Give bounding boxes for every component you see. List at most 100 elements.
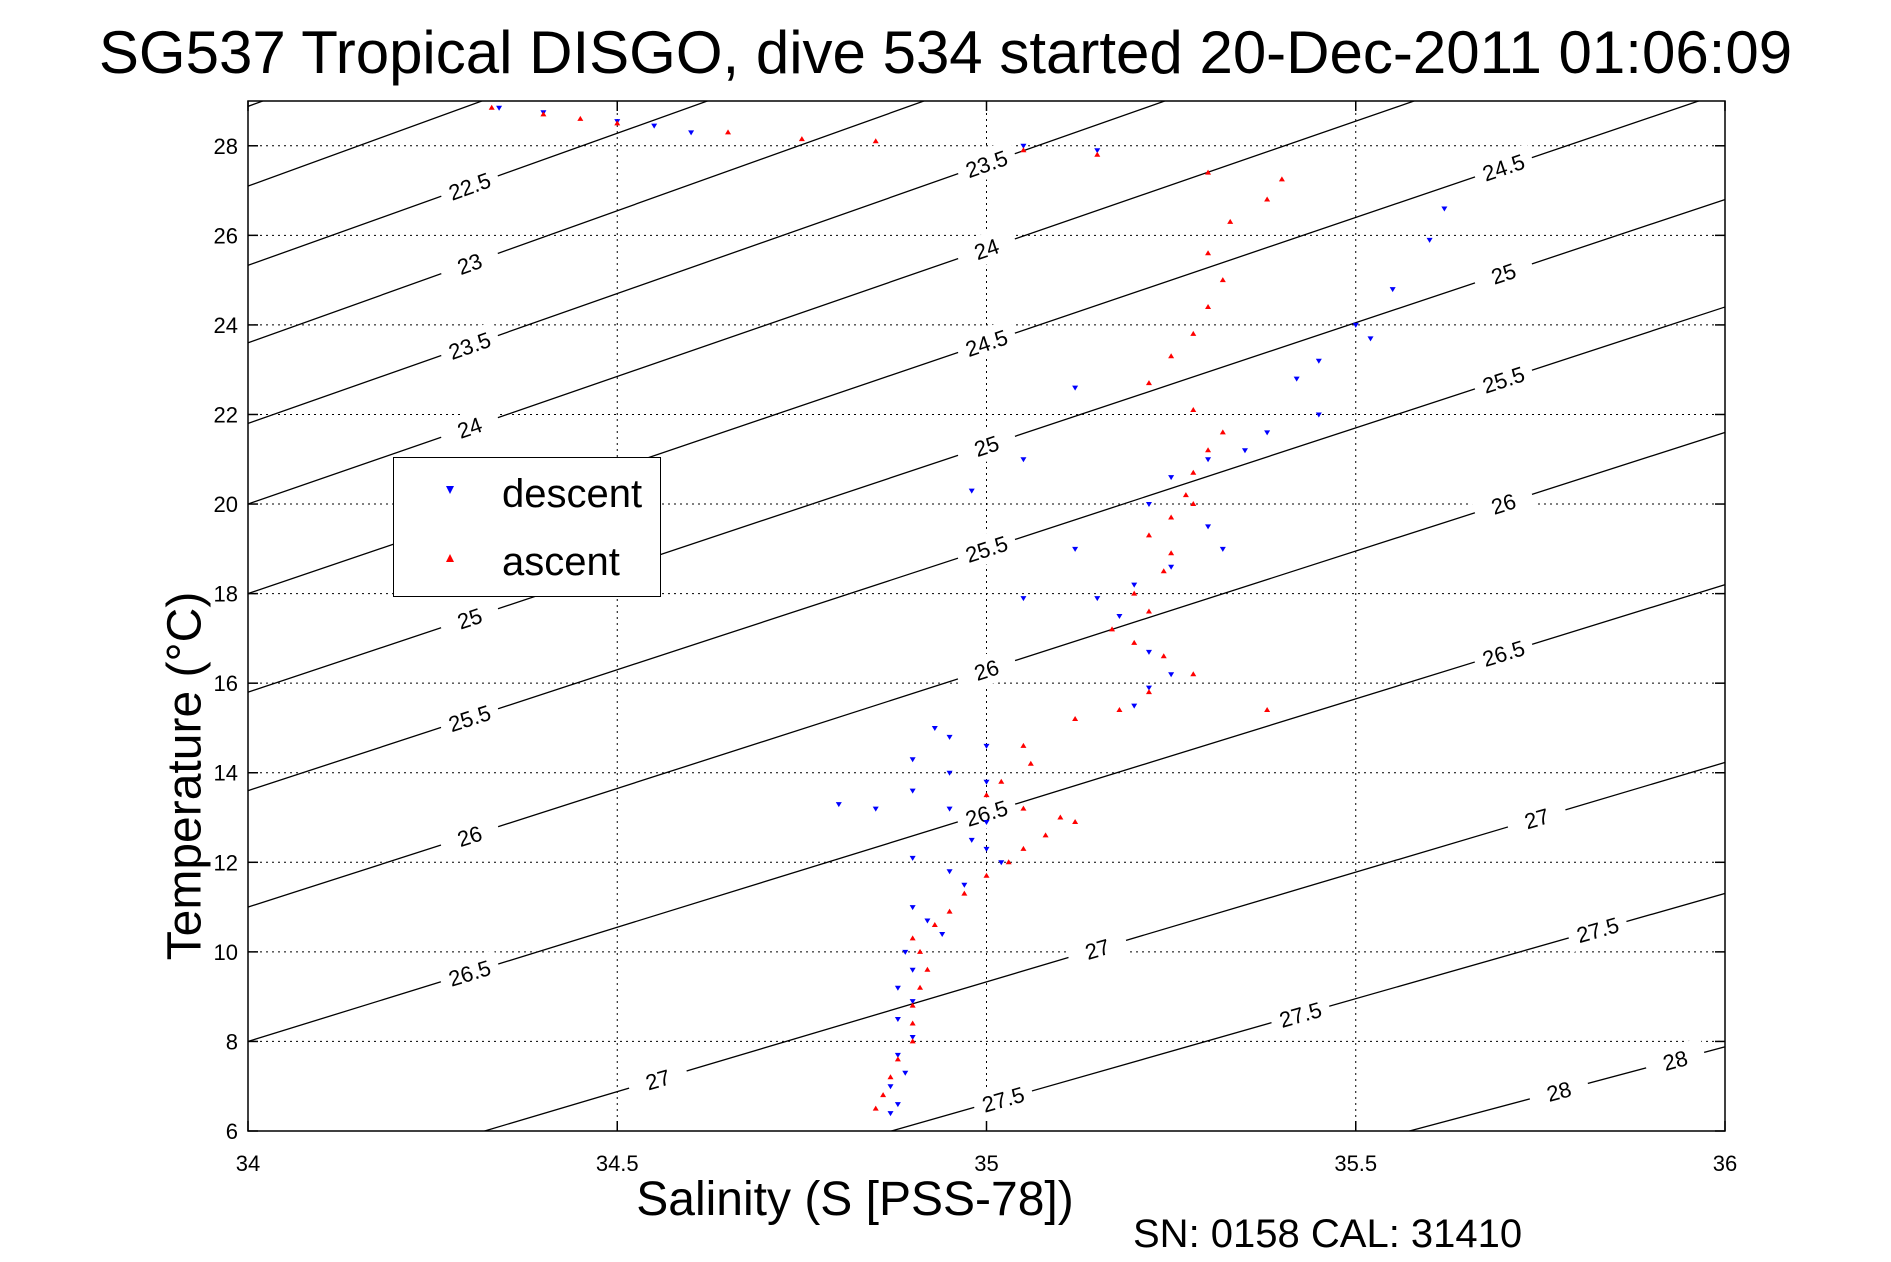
ascent-point bbox=[872, 1105, 879, 1111]
descent-point bbox=[909, 757, 916, 763]
y-tick-label: 6 bbox=[226, 1119, 238, 1144]
descent-point bbox=[909, 967, 916, 973]
y-axis-label: Temperature (°C) bbox=[158, 591, 212, 961]
descent-point bbox=[924, 918, 931, 924]
ascent-point bbox=[1168, 353, 1175, 359]
ascent-point bbox=[946, 908, 953, 914]
descent-point bbox=[939, 931, 946, 937]
isopycnal-label: 27.5 bbox=[1574, 912, 1622, 948]
isopycnal-label: 27.5 bbox=[1276, 997, 1324, 1033]
ascent-point bbox=[1020, 742, 1027, 748]
descent-point bbox=[1441, 206, 1448, 212]
descent-point bbox=[1367, 336, 1374, 342]
legend-label-descent: descent bbox=[502, 472, 643, 516]
descent-point bbox=[931, 725, 938, 731]
ascent-point bbox=[1264, 196, 1271, 202]
legend-item-ascent: ascent bbox=[394, 532, 660, 592]
isopycnal-label-bg bbox=[1525, 1068, 1592, 1114]
descent-point bbox=[835, 802, 842, 808]
grid-lines bbox=[248, 101, 1725, 1132]
ascent-point bbox=[931, 922, 938, 927]
ascent-point bbox=[1205, 250, 1212, 256]
descent-point bbox=[946, 734, 953, 740]
descent-point bbox=[688, 130, 695, 136]
descent-point bbox=[496, 105, 503, 111]
ascent-point bbox=[1278, 176, 1285, 182]
descent-point bbox=[887, 1111, 894, 1117]
descent-point bbox=[1131, 703, 1138, 709]
down-triangle-marker-icon bbox=[446, 486, 454, 494]
descent-point bbox=[872, 806, 879, 812]
ascent-point bbox=[1072, 716, 1079, 721]
descent-point bbox=[1389, 287, 1396, 293]
descent-point bbox=[909, 855, 916, 861]
descent-point bbox=[909, 905, 916, 911]
isopycnal-label-bg bbox=[436, 694, 503, 742]
descent-point bbox=[1205, 457, 1212, 463]
data-series bbox=[488, 104, 1448, 1117]
ascent-point bbox=[1145, 380, 1152, 386]
descent-point bbox=[1020, 457, 1027, 463]
isopycnal-label-bg bbox=[953, 139, 1020, 188]
descent-point bbox=[894, 1102, 901, 1108]
descent-point bbox=[1315, 358, 1322, 364]
descent-point bbox=[983, 846, 990, 852]
ascent-point bbox=[540, 111, 547, 117]
y-tick-label: 20 bbox=[214, 492, 238, 517]
ascent-point bbox=[488, 104, 495, 110]
ascent-point bbox=[614, 120, 621, 126]
descent-point bbox=[946, 869, 953, 875]
ascent-point bbox=[1042, 832, 1049, 838]
ascent-point bbox=[725, 129, 732, 135]
isopycnal-label-bg bbox=[1503, 795, 1570, 842]
descent-point bbox=[968, 488, 975, 494]
isopycnal-label: 26.5 bbox=[446, 955, 494, 992]
ascent-point bbox=[909, 1020, 916, 1026]
isopycnal-label: 26.5 bbox=[1479, 635, 1527, 672]
isopycnal-line bbox=[248, 101, 710, 267]
y-tick-label: 22 bbox=[214, 402, 238, 427]
isopycnal-label-bg bbox=[436, 949, 503, 997]
isopycnal-label-bg bbox=[953, 318, 1020, 367]
descent-point bbox=[1168, 672, 1175, 678]
ascent-point bbox=[1190, 671, 1197, 677]
ascent-point bbox=[887, 1074, 894, 1080]
ascent-point bbox=[1264, 707, 1271, 713]
descent-point bbox=[1219, 546, 1226, 552]
ascent-point bbox=[1168, 550, 1175, 556]
ascent-point bbox=[577, 115, 584, 121]
isopycnal-line bbox=[248, 101, 926, 344]
descent-point bbox=[909, 999, 916, 1005]
y-tick-label: 24 bbox=[214, 313, 238, 338]
descent-point bbox=[1352, 322, 1359, 328]
isopycnal-label-bg bbox=[436, 403, 503, 452]
ascent-point bbox=[1131, 590, 1138, 596]
descent-point bbox=[998, 860, 1005, 866]
ascent-point bbox=[1219, 429, 1226, 435]
descent-point bbox=[1241, 448, 1248, 454]
ascent-point bbox=[998, 778, 1005, 784]
isopycnal-label-bg bbox=[1470, 355, 1537, 404]
isopycnal-label-bg bbox=[953, 422, 1020, 470]
y-tick-label: 16 bbox=[214, 671, 238, 696]
ascent-point bbox=[1190, 469, 1197, 475]
ascent-point bbox=[1005, 859, 1012, 865]
legend: descent ascent bbox=[393, 457, 661, 597]
isopycnal-label-bg bbox=[953, 646, 1020, 694]
ascent-point bbox=[872, 138, 879, 144]
ascent-point bbox=[1190, 407, 1197, 412]
descent-point bbox=[887, 1084, 894, 1090]
isopycnal-label-bg bbox=[1470, 480, 1537, 528]
isopycnal-label-bg bbox=[1470, 629, 1537, 677]
x-tick-label: 34 bbox=[236, 1151, 260, 1176]
ascent-point bbox=[909, 1038, 916, 1044]
isopycnal-label: 24.5 bbox=[962, 325, 1011, 362]
isopycnal-line bbox=[248, 101, 484, 187]
ascent-point bbox=[909, 935, 916, 941]
ascent-point bbox=[1145, 689, 1152, 695]
up-triangle-marker-icon bbox=[446, 554, 454, 562]
y-tick-label: 12 bbox=[214, 850, 238, 875]
ascent-point bbox=[894, 1056, 901, 1062]
descent-point bbox=[1131, 582, 1138, 588]
